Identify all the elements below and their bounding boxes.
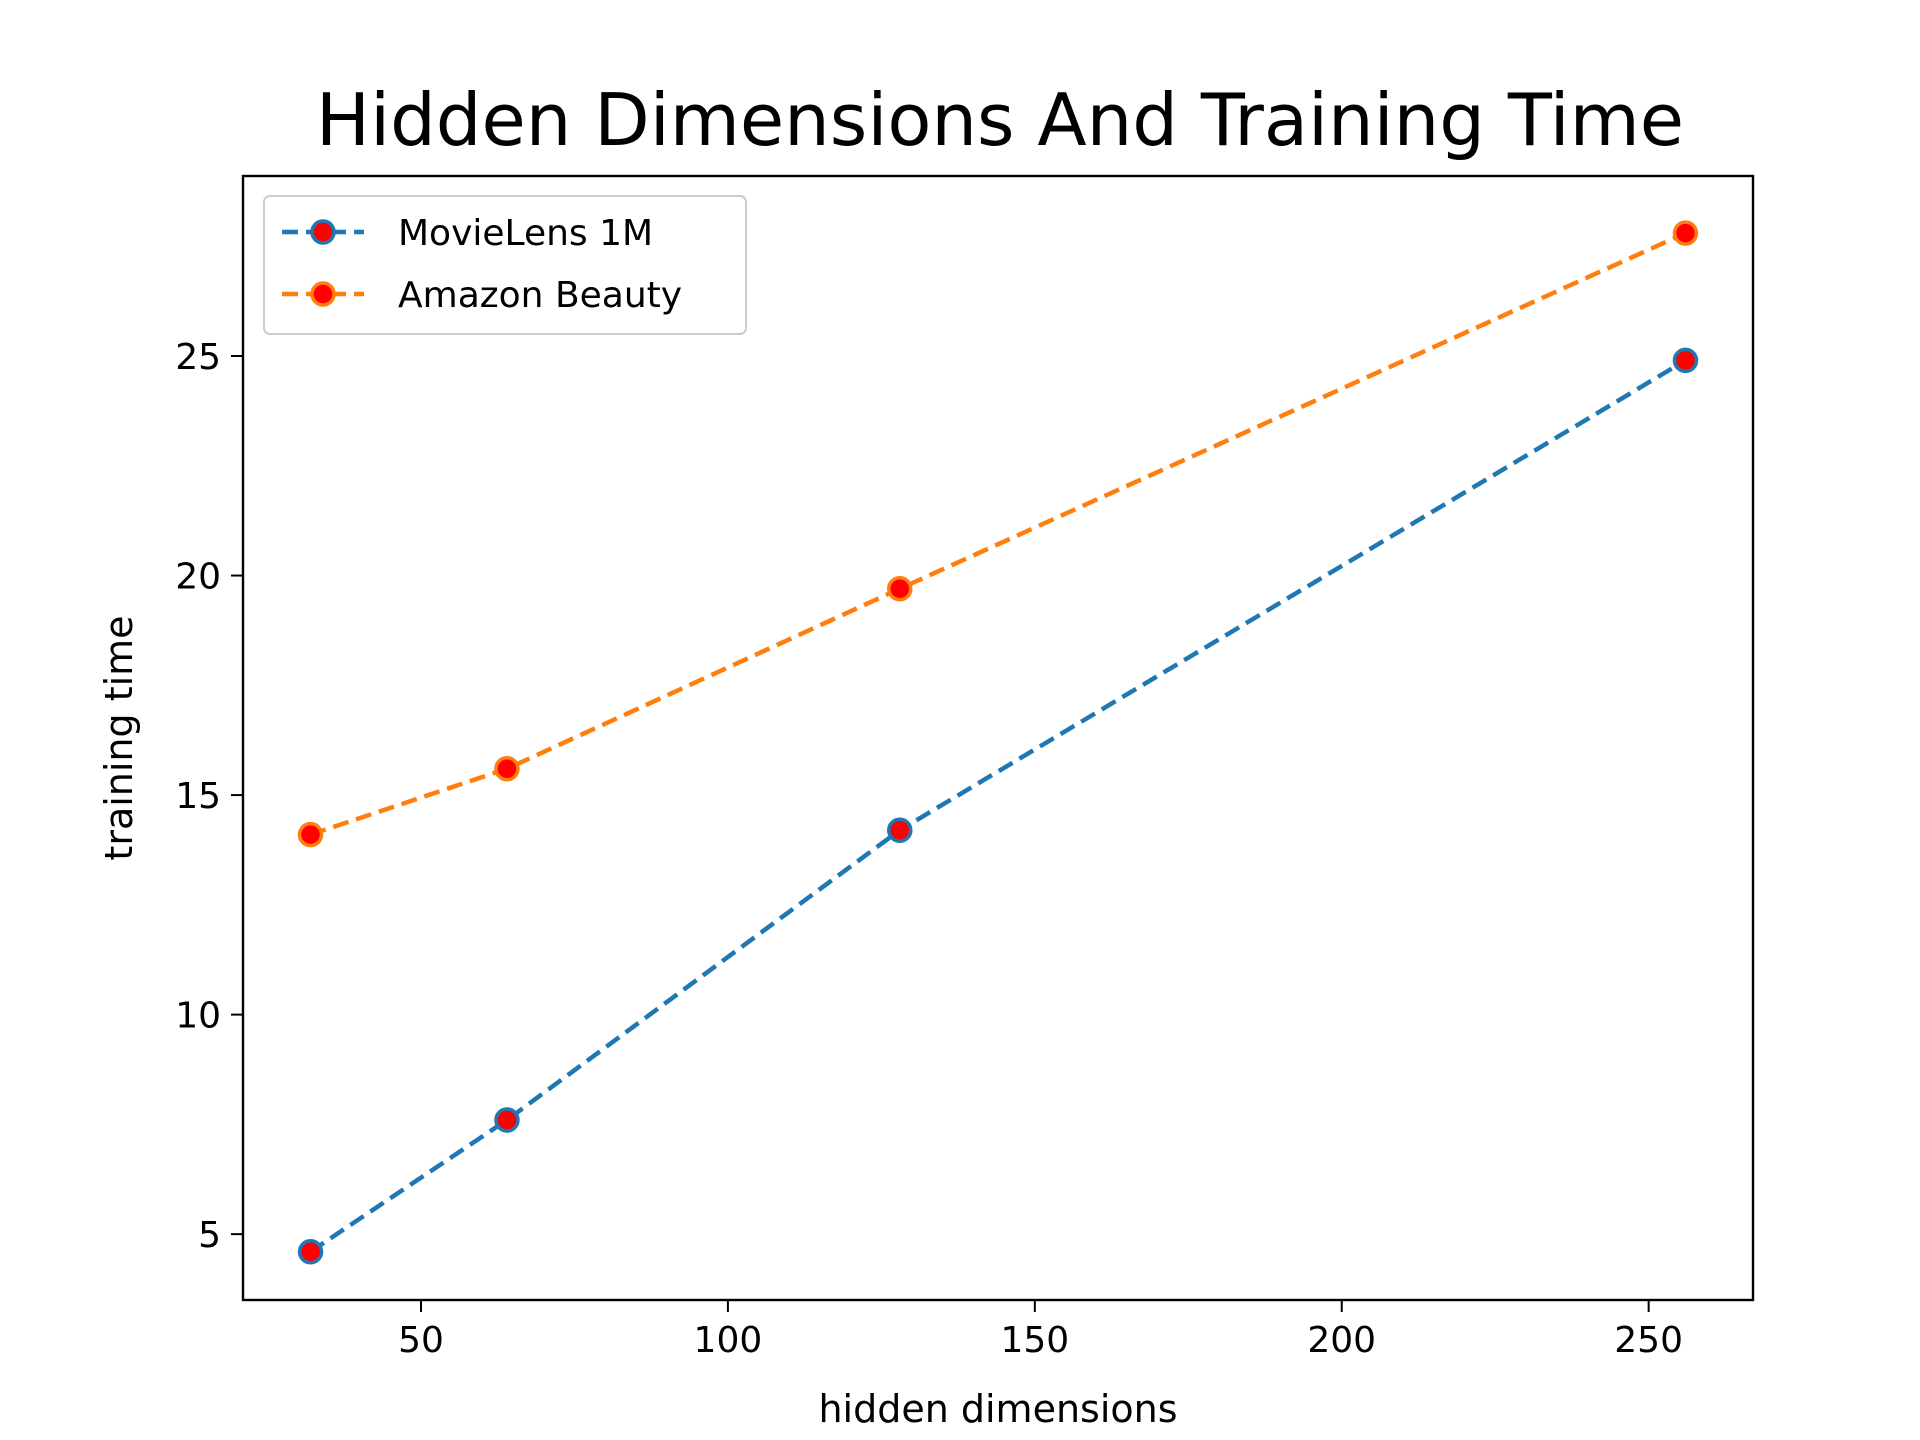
y-axis-label: training time <box>97 615 141 860</box>
x-tick-label: 50 <box>398 1320 444 1361</box>
y-tick-label: 5 <box>198 1215 221 1256</box>
legend-entry-label: MovieLens 1M <box>398 213 653 254</box>
y-axis: 5 10 15 20 25 <box>175 337 243 1256</box>
data-point <box>494 755 520 782</box>
data-point <box>1672 220 1699 246</box>
series-line-1 <box>309 231 1687 837</box>
legend-box <box>263 195 747 335</box>
data-point <box>1672 347 1699 374</box>
data-point <box>494 1107 520 1133</box>
chart-title: Hidden Dimensions And Training Time <box>316 78 1684 162</box>
x-axis: 50 100 150 200 250 <box>398 1300 1683 1361</box>
y-tick-label: 15 <box>175 776 221 817</box>
data-point <box>297 1238 324 1265</box>
series-line-0 <box>309 358 1687 1254</box>
legend: MovieLens 1M Amazon Beauty <box>263 195 747 335</box>
x-tick-label: 100 <box>694 1320 763 1361</box>
x-tick-label: 250 <box>1614 1320 1683 1361</box>
y-tick-label: 25 <box>175 337 221 378</box>
y-tick-label: 20 <box>175 557 221 598</box>
plot-area <box>297 220 1699 1265</box>
data-point <box>887 575 913 602</box>
x-tick-label: 150 <box>1000 1320 1069 1361</box>
axes-frame <box>241 174 1755 1302</box>
x-axis-label: hidden dimensions <box>818 1387 1177 1431</box>
data-point <box>297 821 324 848</box>
legend-marker <box>310 281 336 307</box>
data-point <box>887 817 913 843</box>
legend-marker <box>310 219 336 245</box>
legend-entry-label: Amazon Beauty <box>398 275 682 316</box>
x-tick-label: 200 <box>1307 1320 1376 1361</box>
y-tick-label: 10 <box>175 996 221 1037</box>
